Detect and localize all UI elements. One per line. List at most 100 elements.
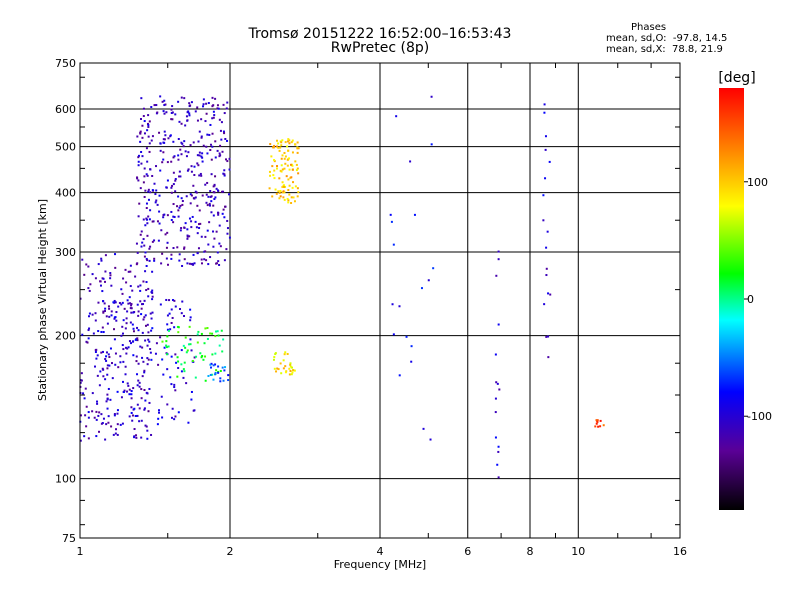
data-point: [494, 397, 497, 400]
data-point: [173, 299, 176, 302]
plot-grid: [80, 63, 680, 538]
data-point: [287, 149, 290, 152]
x-axis-ticks: 1 2 4 6 8 10 16: [77, 63, 687, 558]
data-point: [146, 437, 149, 440]
data-point: [170, 355, 173, 358]
data-point: [268, 170, 271, 173]
data-point: [106, 364, 109, 367]
data-point: [427, 279, 430, 282]
data-point: [165, 298, 168, 301]
data-point: [204, 250, 207, 253]
data-point: [221, 350, 224, 353]
data-point: [198, 209, 201, 212]
data-point: [139, 131, 142, 134]
data-point: [430, 95, 433, 98]
data-point: [157, 363, 160, 366]
data-point: [291, 366, 294, 369]
phase-stats-o-mode: mean, sd,O: -97.8, 14.5: [606, 33, 728, 44]
data-point: [274, 188, 277, 191]
data-point: [107, 415, 110, 418]
data-point: [144, 314, 147, 317]
y-axis-ticks: 75 100 200 300 400 500 600 750: [55, 57, 680, 545]
colorbar-tick-label: 0: [747, 293, 754, 306]
data-point: [288, 367, 291, 370]
data-point: [392, 333, 395, 336]
data-point: [544, 135, 547, 138]
data-point: [120, 288, 123, 291]
data-point: [273, 356, 276, 359]
data-point: [279, 169, 282, 172]
data-point: [181, 142, 184, 145]
y-tick-label: 200: [55, 330, 76, 343]
data-point: [121, 332, 124, 335]
data-point: [222, 379, 225, 382]
data-point: [159, 303, 162, 306]
data-point: [210, 211, 213, 214]
data-point: [143, 175, 146, 178]
data-point: [159, 169, 162, 172]
data-point: [144, 339, 147, 342]
data-point: [167, 345, 170, 348]
data-point: [132, 327, 135, 330]
data-point: [219, 377, 222, 380]
data-point: [143, 120, 146, 123]
data-point: [93, 416, 96, 419]
data-point: [102, 368, 105, 371]
data-point: [139, 187, 142, 190]
data-point: [141, 124, 144, 127]
data-point: [142, 360, 145, 363]
data-point: [186, 262, 189, 265]
data-point: [281, 139, 284, 142]
data-point: [288, 142, 291, 145]
data-point: [276, 165, 279, 168]
data-point: [273, 177, 276, 180]
data-point: [177, 326, 180, 329]
data-point: [102, 350, 105, 353]
data-point: [165, 186, 168, 189]
data-point: [102, 331, 105, 334]
data-point: [177, 360, 180, 363]
phase-stats-heading: Phases: [631, 22, 667, 33]
data-point: [104, 438, 107, 441]
data-point: [140, 303, 143, 306]
data-point: [184, 222, 187, 225]
data-point: [110, 310, 113, 313]
data-point: [151, 189, 154, 192]
data-point: [192, 253, 195, 256]
data-point: [147, 358, 150, 361]
data-point: [159, 95, 162, 98]
data-point: [154, 201, 157, 204]
data-point: [286, 352, 289, 355]
data-point: [167, 329, 170, 332]
data-point: [180, 349, 183, 352]
data-point: [142, 115, 145, 118]
data-point: [497, 250, 500, 253]
data-point: [147, 198, 150, 201]
data-point: [216, 251, 219, 254]
data-point: [282, 367, 285, 370]
data-point: [105, 423, 108, 426]
data-point: [150, 139, 153, 142]
data-point: [188, 325, 191, 328]
data-point: [202, 358, 205, 361]
data-point: [160, 395, 163, 398]
data-point: [227, 379, 230, 382]
data-point: [195, 226, 198, 229]
data-point: [189, 343, 192, 346]
data-point: [211, 145, 214, 148]
data-point: [110, 362, 113, 365]
data-point: [124, 268, 127, 271]
colorbar-ticks: 100 0 -100: [744, 176, 772, 423]
data-point: [277, 142, 280, 145]
data-point: [200, 332, 203, 335]
data-point: [83, 397, 86, 400]
data-point: [145, 264, 148, 267]
data-point: [208, 221, 211, 224]
data-point: [186, 169, 189, 172]
data-point: [138, 407, 141, 410]
data-point: [94, 312, 97, 315]
data-point: [498, 388, 501, 391]
data-point: [104, 254, 107, 257]
data-point: [127, 384, 130, 387]
data-point: [166, 403, 169, 406]
